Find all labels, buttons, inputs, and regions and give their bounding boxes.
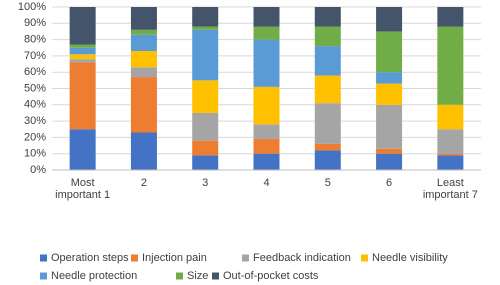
- legend-swatch: [131, 254, 138, 262]
- y-tick-label: 60%: [24, 66, 46, 78]
- bar-segment: [253, 86, 280, 125]
- bar-segment: [437, 104, 464, 130]
- y-tick-label: 70%: [24, 50, 46, 62]
- bar-segment: [437, 129, 464, 154]
- x-tick-label: 4: [263, 177, 270, 189]
- bar-segment: [376, 83, 403, 105]
- bar-segment: [192, 29, 219, 81]
- legend-label: Needle visibility: [372, 252, 448, 264]
- bar-segment: [314, 26, 341, 47]
- legend-swatch: [176, 272, 183, 280]
- x-tick-label: 2: [140, 177, 147, 189]
- bar-segment: [376, 31, 403, 73]
- bar-segment: [376, 104, 403, 149]
- legend-swatch: [212, 272, 219, 280]
- bar-segment: [130, 132, 157, 170]
- bar-segment: [253, 124, 280, 140]
- bar-segment: [192, 140, 219, 156]
- bar-segment: [376, 72, 403, 84]
- x-tick-label: 3: [202, 177, 209, 189]
- bar-segment: [130, 67, 157, 78]
- bar-segment: [192, 26, 219, 30]
- bar-segment: [130, 51, 157, 68]
- y-tick-label: 90%: [24, 17, 46, 29]
- x-tick-label: Least important 7: [422, 177, 478, 201]
- bar-segment: [376, 148, 403, 154]
- bar-segment: [192, 80, 219, 113]
- legend-label: Injection pain: [142, 252, 207, 264]
- bar-segment: [130, 34, 157, 52]
- bar-segment: [192, 7, 219, 27]
- bar-segment: [437, 155, 464, 170]
- bar-segment: [314, 46, 341, 76]
- bar-segment: [69, 54, 96, 60]
- y-tick-label: 20%: [24, 131, 46, 143]
- bar-segment: [69, 59, 96, 63]
- legend-label: Feedback indication: [253, 252, 351, 264]
- bar-segment: [253, 139, 280, 154]
- bar-segment: [130, 7, 157, 30]
- bar-segment: [69, 44, 96, 48]
- legend-swatch: [40, 254, 47, 262]
- bar-segment: [69, 7, 96, 45]
- legend-swatch: [40, 272, 47, 280]
- bar-segment: [314, 75, 341, 104]
- bar-segment: [130, 29, 157, 35]
- legend-label: Needle protection: [51, 270, 137, 282]
- bar-segment: [69, 129, 96, 170]
- bar-segment: [437, 153, 464, 156]
- y-tick-label: 0%: [30, 164, 46, 176]
- x-tick-label: 5: [324, 177, 331, 189]
- y-tick-label: 40%: [24, 99, 46, 111]
- bar-segment: [314, 103, 341, 144]
- bar-segment: [192, 155, 219, 170]
- bar-segment: [130, 77, 157, 133]
- legend-label: Size: [187, 270, 208, 282]
- bar-segment: [253, 7, 280, 27]
- bar-segment: [437, 26, 464, 105]
- x-tick-label: 6: [386, 177, 393, 189]
- bar-segment: [314, 150, 341, 170]
- bar-segment: [253, 26, 280, 40]
- bar-segment: [376, 7, 403, 32]
- legend-swatch: [242, 254, 249, 262]
- y-tick-label: 50%: [24, 82, 46, 94]
- bar-segment: [314, 143, 341, 151]
- bar-segment: [253, 39, 280, 87]
- bar-segment: [253, 153, 280, 170]
- legend-swatch: [361, 254, 368, 262]
- y-tick-label: 10%: [24, 148, 46, 160]
- y-tick-label: 100%: [18, 1, 46, 13]
- x-tick-label: Most important 1: [55, 177, 111, 201]
- bar-segment: [69, 62, 96, 130]
- bar-segment: [437, 7, 464, 27]
- bar-segment: [376, 153, 403, 170]
- y-tick-label: 30%: [24, 115, 46, 127]
- legend-label: Operation steps: [51, 252, 129, 264]
- bar-segment: [69, 47, 96, 55]
- y-tick-label: 80%: [24, 34, 46, 46]
- bar-segment: [192, 112, 219, 141]
- bar-segment: [314, 7, 341, 27]
- legend-label: Out-of-pocket costs: [223, 270, 319, 282]
